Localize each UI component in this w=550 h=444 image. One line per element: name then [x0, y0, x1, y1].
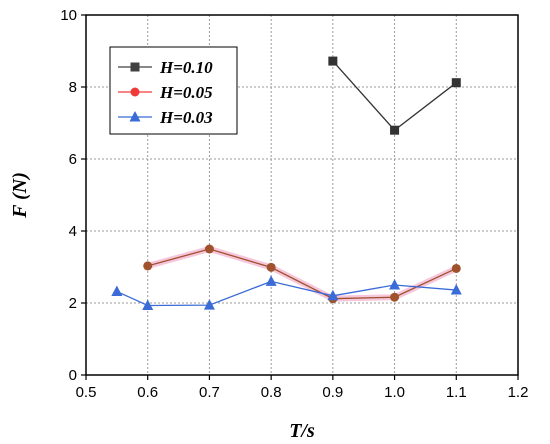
- series-2: [111, 275, 462, 311]
- axis-ticks: 0.5 0.6 0.7 0.8 0.9 1.0 1.1 1.2 0 2 4 6 8 10: [60, 7, 528, 401]
- legend-label: H=0.03: [159, 108, 213, 127]
- series-layer: [111, 56, 462, 311]
- triangle-marker: [450, 284, 462, 295]
- circle-marker: [390, 292, 400, 302]
- square-marker: [328, 56, 338, 66]
- square-marker: [130, 62, 140, 72]
- series-line: [147, 248, 457, 300]
- x-tick-label: 1.0: [384, 384, 405, 401]
- y-tick-label: 4: [69, 223, 77, 240]
- y-axis-title: F (N): [9, 172, 31, 219]
- circle-marker: [204, 244, 214, 254]
- legend-label: H=0.05: [159, 83, 213, 102]
- y-tick-label: 2: [69, 295, 77, 312]
- square-marker: [451, 78, 461, 88]
- circle-marker: [130, 87, 140, 97]
- x-tick-label: 0.5: [76, 384, 97, 401]
- series-0: [328, 56, 461, 135]
- triangle-marker: [111, 285, 123, 296]
- series-1: [143, 244, 461, 304]
- triangle-marker: [129, 111, 141, 122]
- x-tick-label: 0.6: [137, 384, 158, 401]
- x-tick-label: 1.2: [508, 384, 529, 401]
- legend-label: H=0.10: [159, 58, 213, 77]
- x-tick-label: 0.9: [322, 384, 343, 401]
- circle-marker: [266, 262, 276, 272]
- square-marker: [390, 125, 400, 135]
- series-highlight: [144, 246, 460, 302]
- triangle-marker: [327, 289, 339, 301]
- plot-frame: [85, 14, 519, 376]
- y-tick-label: 0: [69, 367, 77, 384]
- y-tick-label: 8: [69, 79, 77, 96]
- y-tick-label: 10: [60, 7, 77, 24]
- triangle-marker: [142, 299, 154, 311]
- y-tick-label: 6: [69, 151, 77, 168]
- x-axis-title: T/s: [289, 420, 315, 442]
- circle-marker: [143, 261, 153, 271]
- circle-marker: [451, 263, 461, 273]
- x-tick-label: 0.8: [261, 384, 282, 401]
- x-tick-label: 0.7: [199, 384, 220, 401]
- triangle-marker: [203, 299, 215, 310]
- triangle-marker: [389, 279, 401, 290]
- x-tick-label: 1.1: [446, 384, 467, 401]
- legend: H=0.10 H=0.05 H=0.03: [109, 46, 238, 135]
- triangle-marker: [265, 275, 277, 286]
